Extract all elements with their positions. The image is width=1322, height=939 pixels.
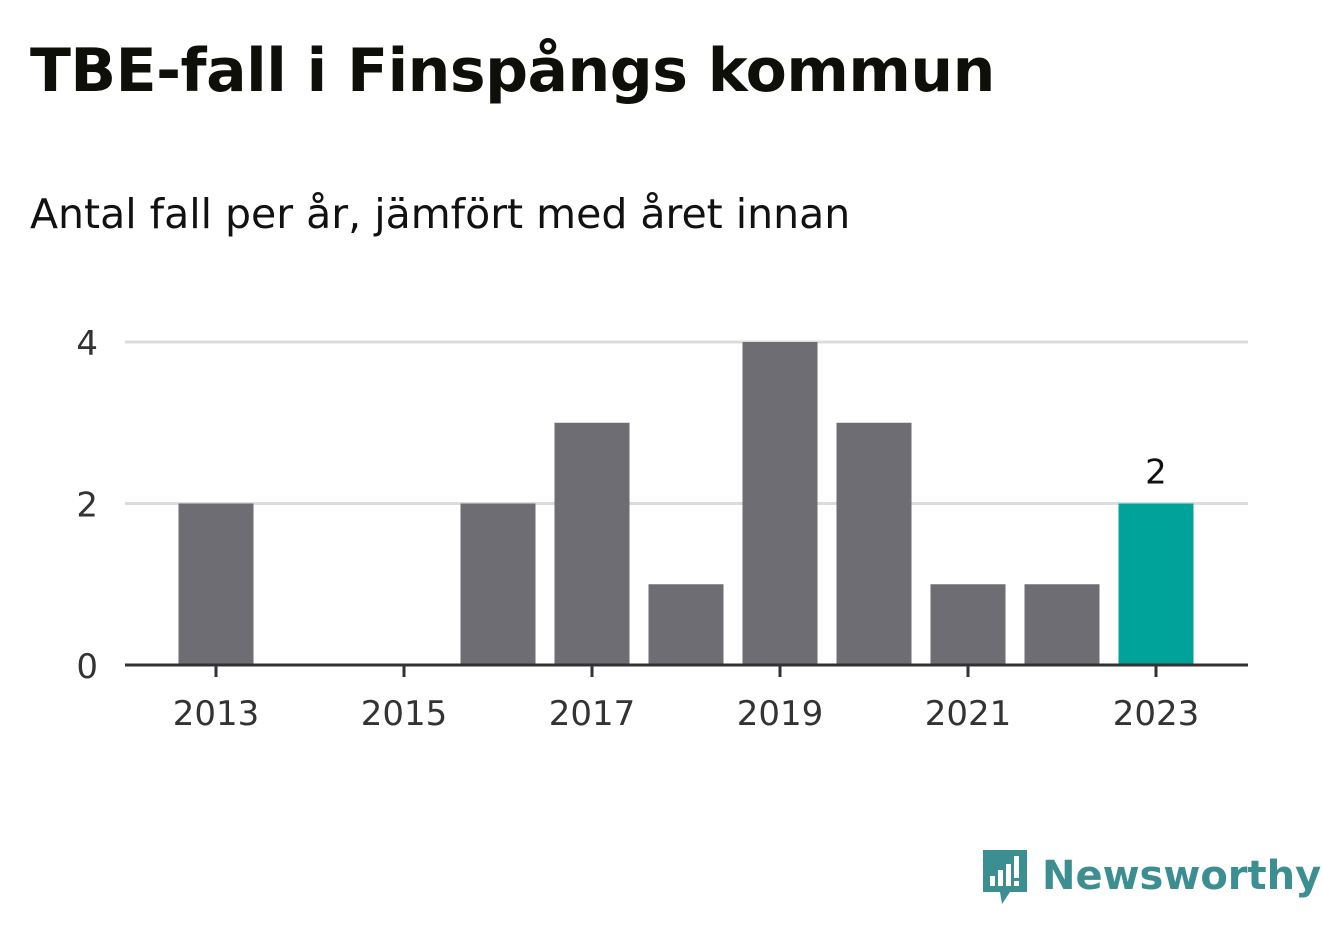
x-tick-label: 2015 — [361, 694, 448, 734]
chart-subtitle: Antal fall per år, jämfört med året inna… — [30, 190, 851, 238]
bar-2018 — [648, 584, 724, 665]
bar-2016 — [460, 503, 536, 665]
x-tick-label: 2023 — [1113, 694, 1200, 734]
chart-title: TBE-fall i Finspångs kommun — [30, 36, 995, 106]
y-tick-label: 4 — [76, 324, 98, 364]
x-tick-label: 2021 — [925, 694, 1012, 734]
y-tick-label: 0 — [76, 647, 98, 687]
y-tick-label: 2 — [76, 486, 98, 526]
x-tick-label: 2013 — [173, 694, 260, 734]
brand-name: Newsworthy — [1042, 853, 1322, 899]
bar-2019 — [742, 342, 818, 665]
bar-2023 — [1118, 503, 1194, 665]
x-tick-label: 2017 — [549, 694, 636, 734]
x-tick-label: 2019 — [737, 694, 824, 734]
bar-2020 — [836, 422, 912, 665]
labels: 0 2 4 2013 2015 2017 2019 2021 2023 2 — [76, 324, 1199, 734]
bar-2022 — [1024, 584, 1100, 665]
grid-lines — [125, 340, 1248, 505]
data-label: 2 — [1145, 453, 1167, 493]
axes — [125, 663, 1248, 677]
bar-2021 — [930, 584, 1006, 665]
brand: Newsworthy — [980, 846, 1321, 906]
bar-2017 — [554, 422, 630, 665]
bar-2013 — [178, 503, 254, 665]
newsworthy-logo-icon — [983, 850, 1027, 904]
bars — [178, 342, 1194, 665]
